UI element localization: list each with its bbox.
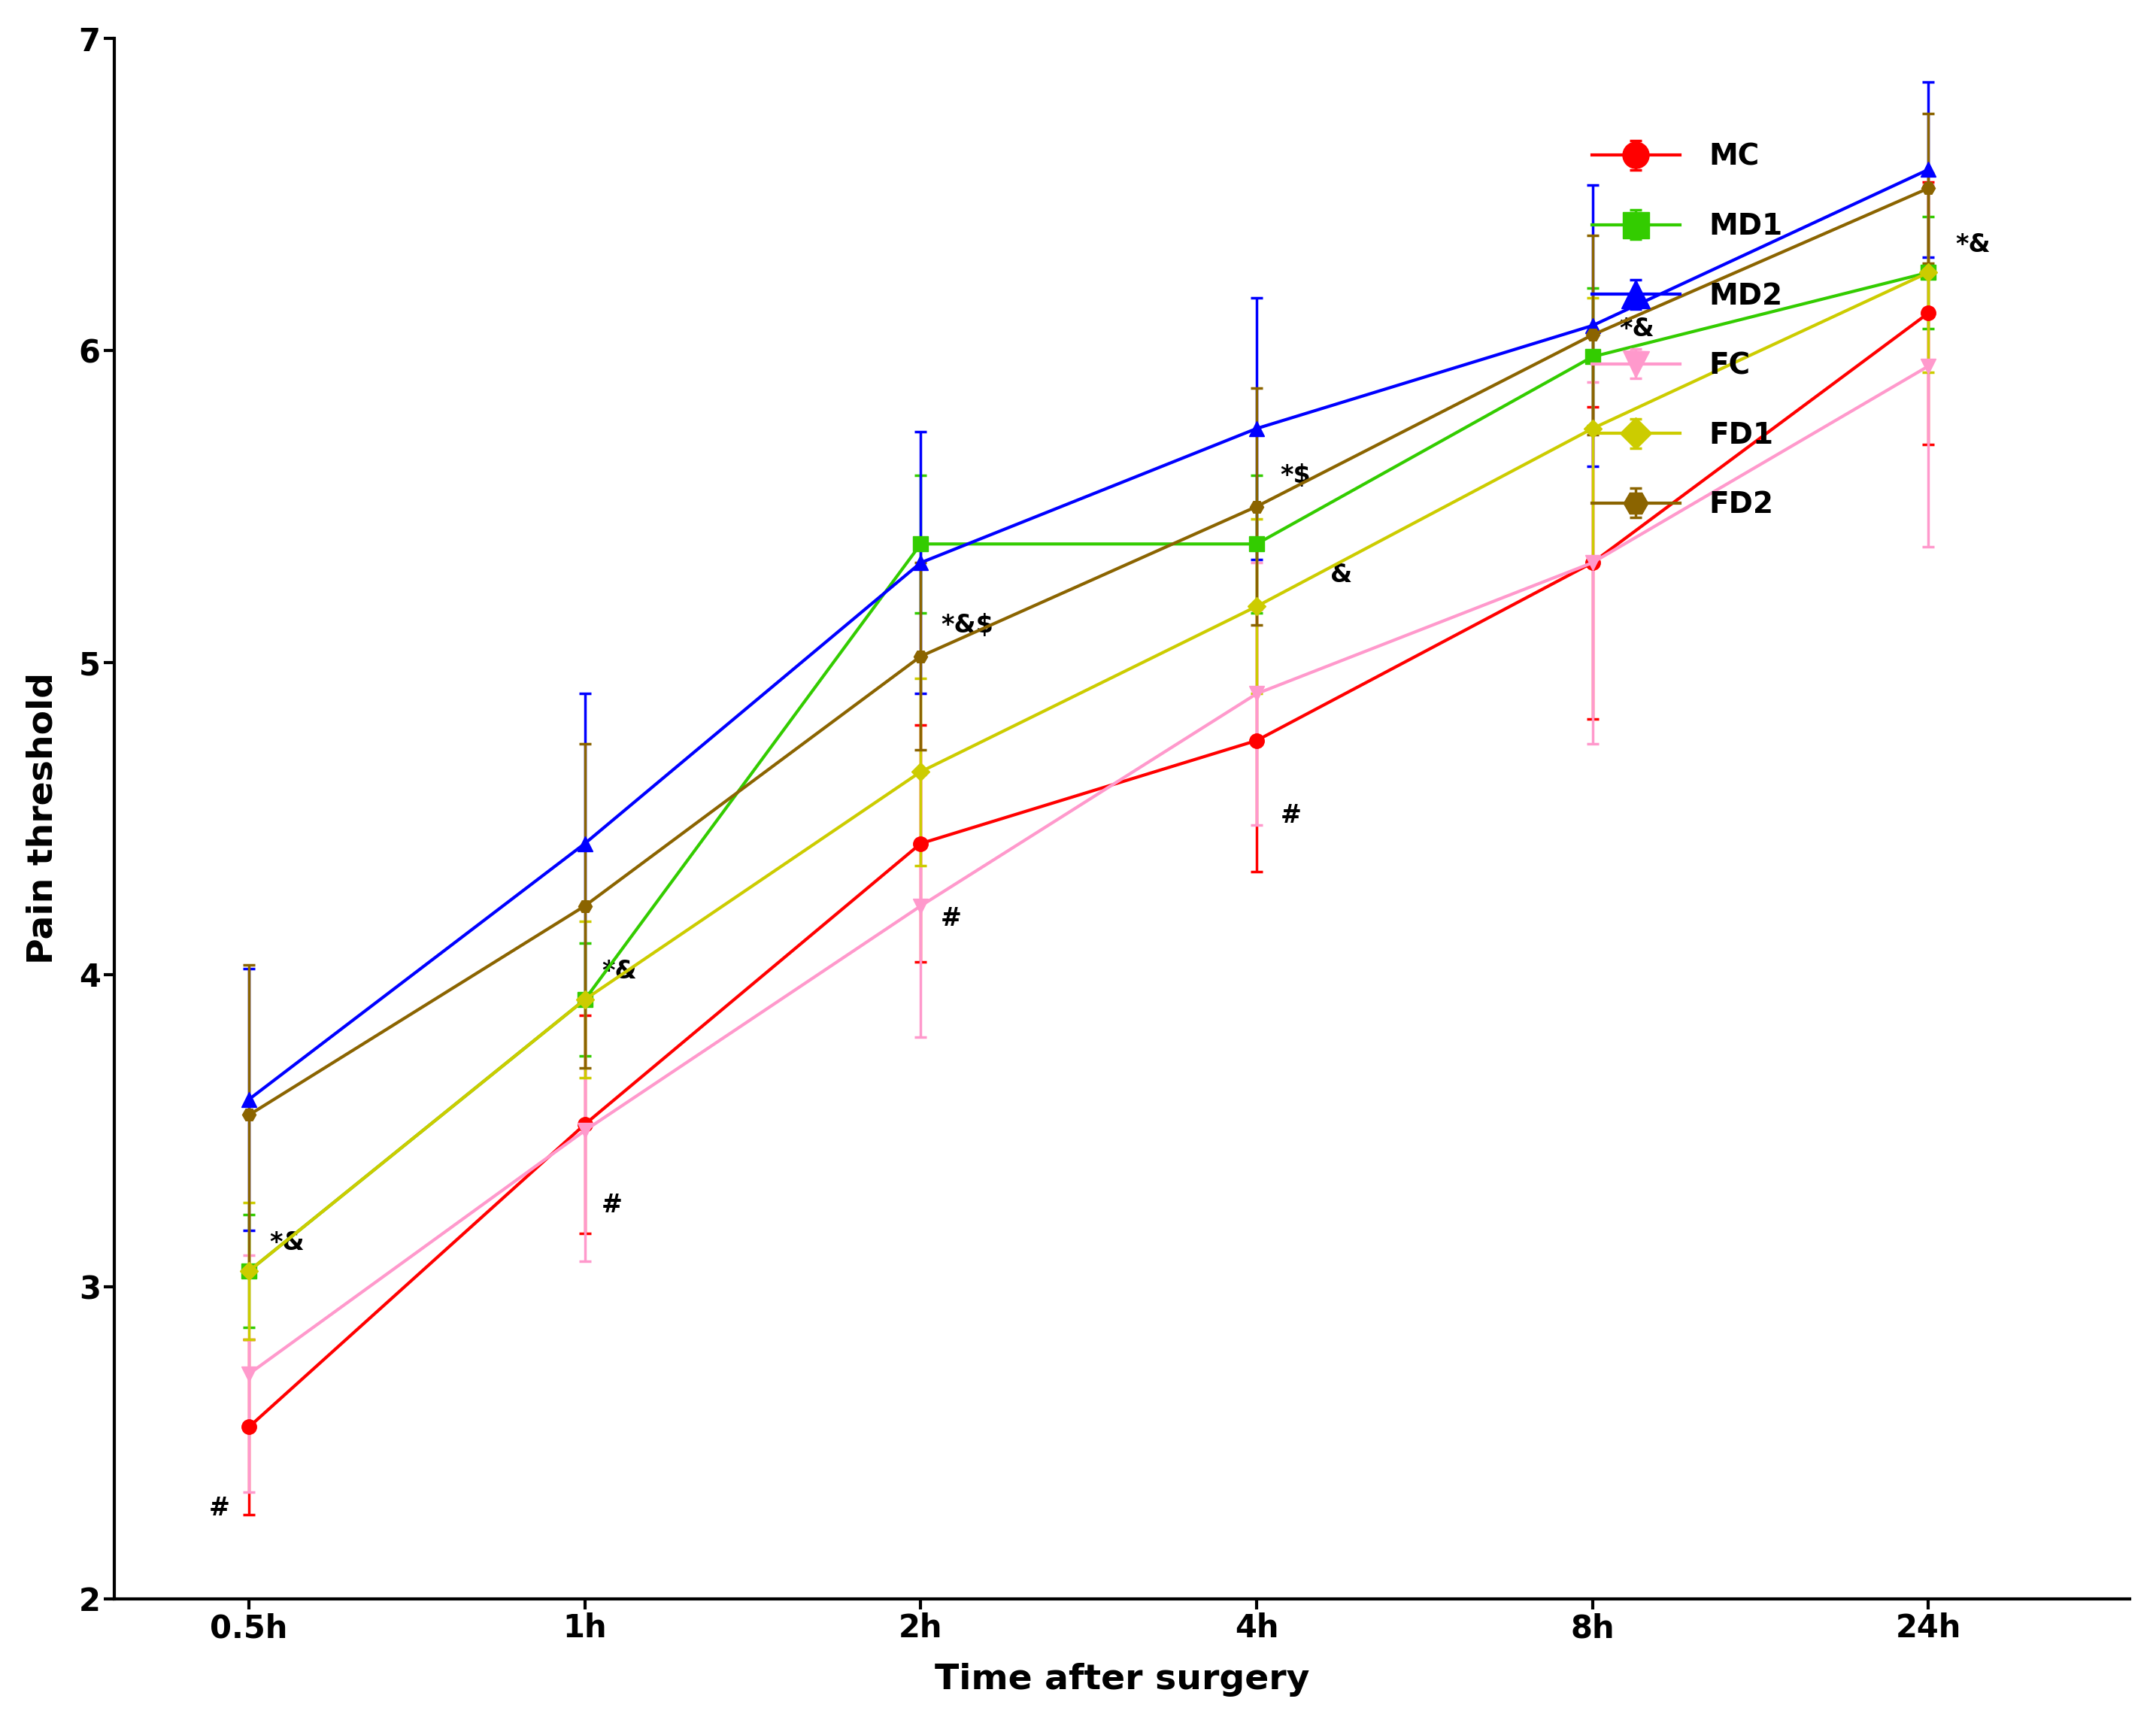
Text: #: #	[940, 906, 962, 930]
Text: #: #	[209, 1496, 231, 1521]
Text: *&: *&	[1619, 317, 1654, 341]
Text: *&: *&	[602, 960, 636, 984]
Text: #: #	[1281, 803, 1300, 827]
Text: *&: *&	[270, 1230, 304, 1256]
Legend: MC, MD1, MD2, FC, FD1, FD2: MC, MD1, MD2, FC, FD1, FD2	[1580, 131, 1794, 531]
Text: &: &	[1330, 563, 1352, 588]
Text: #: #	[602, 1192, 623, 1218]
Text: *$: *$	[1281, 463, 1311, 488]
X-axis label: Time after surgery: Time after surgery	[936, 1663, 1309, 1697]
Text: *&$: *&$	[940, 613, 994, 638]
Text: *&: *&	[1955, 233, 1990, 257]
Y-axis label: Pain threshold: Pain threshold	[26, 672, 60, 965]
